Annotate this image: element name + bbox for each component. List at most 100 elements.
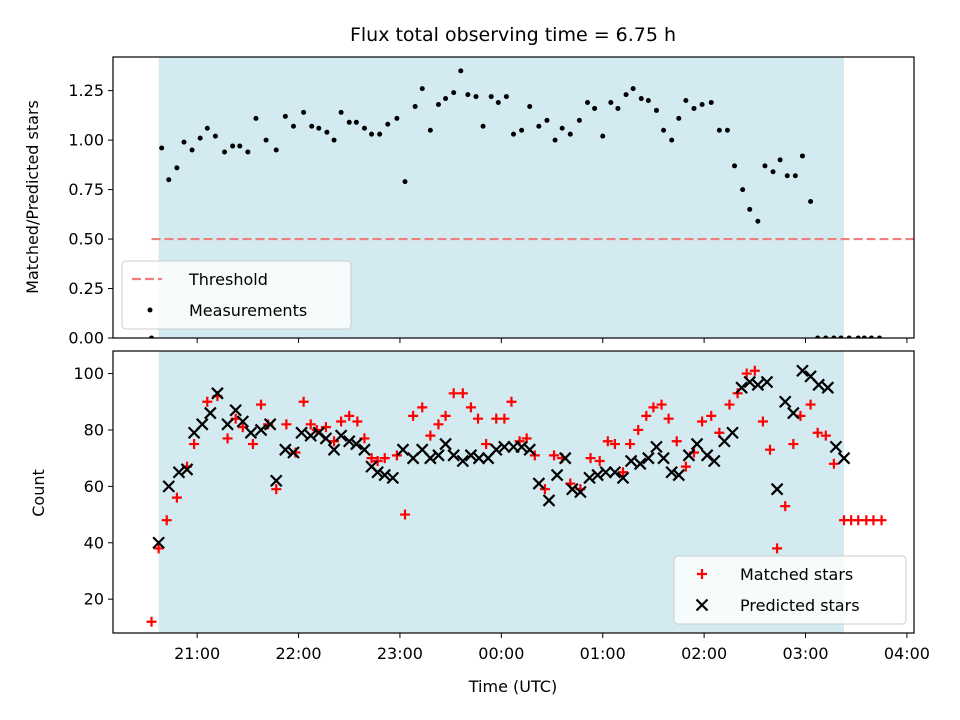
y-axis-label-count: Count (29, 469, 48, 517)
data-point (599, 465, 613, 479)
data-point (171, 492, 182, 503)
data-point (566, 482, 579, 496)
data-point (600, 133, 606, 139)
data-point (846, 335, 852, 338)
x-tick-label: 01:00 (580, 644, 626, 663)
data-point (821, 381, 835, 394)
data-point (724, 127, 730, 133)
data-point (796, 364, 809, 378)
data-point (247, 439, 258, 450)
data-point (633, 457, 647, 471)
data-point (503, 94, 509, 100)
data-point (371, 465, 384, 479)
data-point (741, 368, 752, 379)
data-point (672, 468, 686, 482)
data-point (161, 515, 172, 526)
data-point (755, 218, 761, 224)
data-point (829, 440, 843, 454)
data-point (762, 163, 768, 169)
data-point (202, 396, 213, 407)
data-point (527, 103, 533, 109)
data-point (377, 131, 383, 137)
data-point (542, 494, 556, 507)
data-point (751, 378, 765, 392)
legend-count: Matched stars Predicted stars (673, 555, 907, 625)
data-point (585, 100, 591, 106)
data-point (458, 68, 464, 74)
data-point (625, 439, 636, 450)
data-point (671, 436, 682, 447)
data-point (222, 149, 228, 155)
data-point (172, 465, 186, 479)
data-point (254, 423, 268, 437)
data-point (440, 410, 451, 421)
data-point (472, 451, 486, 465)
data-point (861, 335, 867, 338)
data-point (385, 121, 391, 127)
data-point (665, 465, 678, 479)
data-point (366, 453, 377, 464)
legend-label: Threshold (188, 270, 268, 289)
data-point (419, 86, 425, 92)
data-point (732, 163, 738, 169)
data-point (319, 432, 333, 445)
data-point (812, 378, 825, 392)
data-point (425, 430, 436, 441)
data-point (222, 433, 233, 444)
data-point (592, 105, 598, 111)
data-point (855, 335, 861, 338)
data-point (591, 468, 604, 482)
y-tick-label: 0.50 (68, 230, 104, 249)
data-point (876, 515, 887, 526)
legend-ratio: Threshold Measurements (121, 260, 352, 330)
data-point (642, 451, 655, 465)
data-point (544, 117, 550, 123)
data-point (304, 429, 317, 442)
data-point (329, 436, 340, 447)
data-point (427, 127, 433, 133)
data-point (402, 179, 408, 185)
data-point (197, 135, 203, 141)
data-point (499, 413, 510, 424)
x-tick-label: 00:00 (478, 644, 524, 663)
data-point (386, 471, 400, 485)
data-point (749, 365, 760, 376)
data-point (788, 439, 799, 450)
data-point (515, 440, 528, 454)
data-point (162, 480, 176, 493)
y-tick-label: 0.25 (68, 279, 104, 298)
legend-label: Matched stars (740, 565, 853, 584)
data-point (344, 410, 355, 421)
data-point (638, 96, 644, 102)
data-point (253, 115, 259, 121)
data-point (448, 388, 459, 399)
data-point (680, 461, 691, 472)
data-point (691, 105, 697, 111)
data-point (372, 455, 383, 466)
data-point (273, 147, 279, 153)
data-point (697, 416, 708, 427)
data-point (334, 429, 348, 442)
data-point (211, 387, 224, 400)
plot-area-ratio (149, 68, 914, 338)
data-point (511, 131, 516, 137)
y-tick-label: 0.00 (68, 329, 104, 348)
data-point (391, 450, 402, 461)
data-point (230, 143, 236, 149)
data-point (295, 426, 308, 440)
data-point (346, 119, 352, 125)
data-point (316, 125, 322, 131)
legend-marker (147, 307, 153, 313)
data-point (417, 402, 428, 413)
data-point (838, 335, 844, 338)
data-point (608, 465, 622, 479)
y-tick-label: 20 (84, 590, 104, 609)
data-point (805, 399, 816, 410)
data-point (757, 416, 768, 427)
data-point (743, 375, 757, 389)
data-point (424, 451, 437, 465)
data-point (464, 449, 478, 462)
panel-ratio: 0.00 0.25 0.50 0.75 1.00 1.25 Threshold Measure… (68, 56, 915, 348)
data-point (716, 127, 722, 133)
data-point (498, 440, 511, 454)
